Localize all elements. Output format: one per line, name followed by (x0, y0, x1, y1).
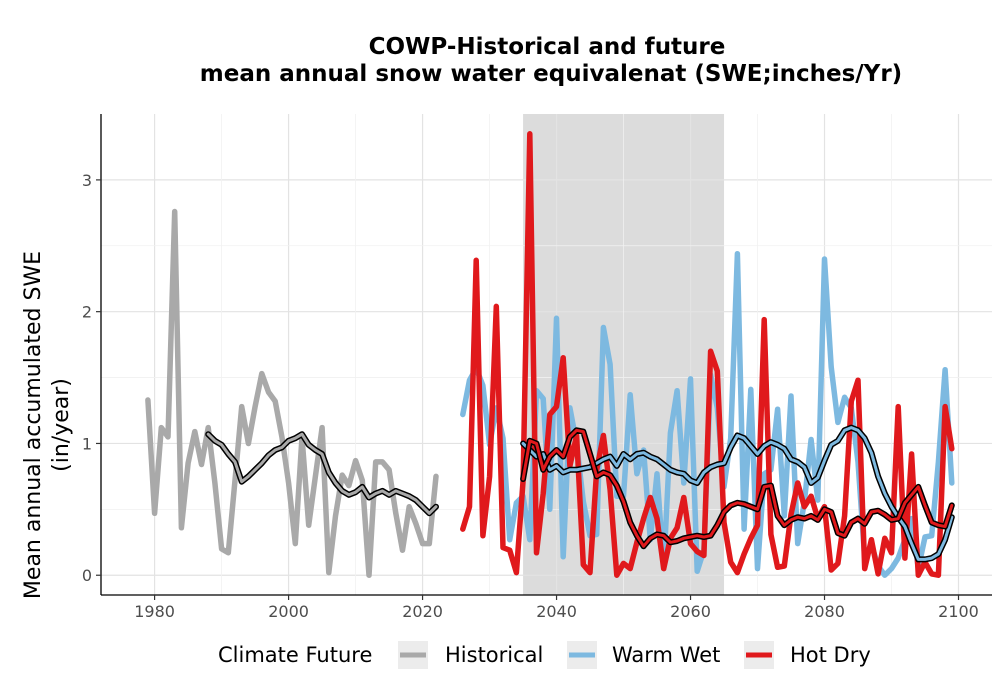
x-tick-label: 2040 (536, 602, 577, 621)
y-tick-label: 3 (82, 171, 92, 190)
y-tick-label: 1 (82, 434, 92, 453)
x-tick-label: 1980 (134, 602, 175, 621)
series-line-historical (145, 208, 439, 578)
chart-title-line2: mean annual snow water equivalenat (SWE;… (200, 61, 902, 87)
series-layer (145, 131, 955, 578)
series-line-historical-smooth (206, 432, 438, 515)
legend: Climate Future Historical Warm Wet Hot D… (218, 641, 871, 669)
x-tick-label: 2000 (268, 602, 309, 621)
plot-area: 1980 2000 2020 2040 2060 2080 2100 0 1 2 3 (82, 114, 992, 621)
legend-label-hot-dry: Hot Dry (790, 643, 871, 667)
legend-title: Climate Future (218, 643, 372, 667)
y-tick-label: 0 (82, 566, 92, 585)
series-line-hot-dry-smooth (521, 428, 954, 548)
chart-title-line1: COWP-Historical and future (369, 34, 726, 60)
tick-layer: 1980 2000 2020 2040 2060 2080 2100 0 1 2 3 (82, 171, 979, 621)
y-tick-label: 2 (82, 303, 92, 322)
y-axis-label-line1: Mean annual accumulated SWE (21, 251, 46, 599)
x-tick-label: 2100 (938, 602, 979, 621)
series-line-hot-dry (460, 131, 955, 578)
x-tick-label: 2080 (804, 602, 845, 621)
legend-label-warm-wet: Warm Wet (612, 643, 720, 667)
x-tick-label: 2060 (670, 602, 711, 621)
y-axis-label: Mean annual accumulated SWE (in/year) (21, 251, 74, 599)
y-axis-label-line2: (in/year) (49, 378, 74, 472)
legend-label-historical: Historical (445, 643, 543, 667)
x-tick-label: 2020 (402, 602, 443, 621)
